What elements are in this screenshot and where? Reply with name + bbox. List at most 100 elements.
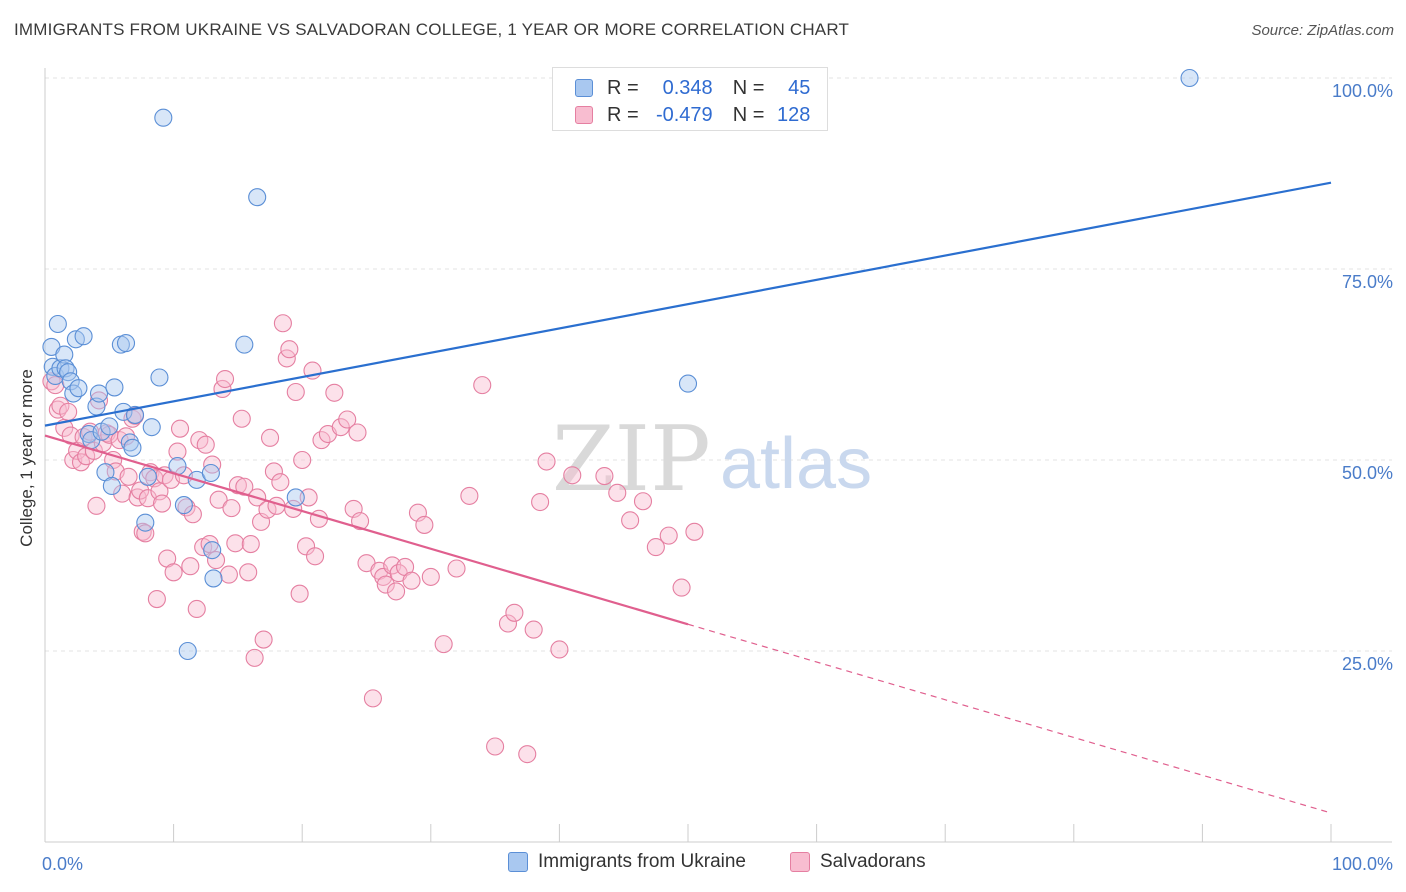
ukraine-point [89,384,109,403]
salvadoran-point [245,648,264,667]
salvadoran-point [196,435,215,454]
salvadoran-point [168,442,187,461]
ukraine-point [123,438,142,457]
legend-n-label: N = [732,103,765,126]
salvadoran-point [415,515,434,534]
salvadoran-point [486,737,505,756]
salvadoran-point [498,614,518,633]
salvadoran-point [633,492,653,511]
legend-r-label: R = [607,103,639,126]
salvadoran-point [685,522,704,541]
salvadoran-point [152,494,172,513]
salvadoran-point [447,559,466,578]
salvadoran-point [113,484,132,503]
y-tick-label: 100.0% [1332,81,1393,101]
ukraine-point [235,335,254,354]
salvadoran-point [299,488,318,507]
salvadoran-point [177,498,196,517]
salvadoran-point [338,410,357,429]
ukraine-point [102,476,121,496]
salvadoran-point [128,488,147,507]
salvadoran-point [531,492,550,512]
salvadoran-point [235,477,254,496]
ukraine-trend-line [44,181,1332,427]
legend-item-salvadorans[interactable]: Salvadorans [790,851,926,873]
salvadoran-point [460,486,479,505]
salvadoran-point [241,534,260,554]
salvadoran-point [659,526,678,545]
salvadoran-point [222,499,241,518]
legend-item-ukraine[interactable]: Immigrants from Ukraine [508,851,746,873]
salvadoran-point [621,511,640,530]
salvadoran-point [351,512,370,531]
legend-row-ukraine: R = 0.348 N = 45 [553,74,810,102]
salvadoran-point [286,382,305,402]
salvadoran-point [119,467,138,486]
ukraine-point [150,368,169,387]
ukraine-point [174,496,193,515]
legend-swatch-salvadorans [575,106,593,124]
salvadoran-point [646,538,665,557]
legend-label-salvadorans: Salvadorans [820,851,926,872]
legend-n-value: 45 [788,76,811,99]
ukraine-point [204,569,223,588]
series-ukraine-points [42,68,1199,661]
salvadoran-point [297,537,316,556]
salvadoran-point [232,409,251,428]
salvadoran-point [290,584,309,603]
salvadoran-point [550,640,569,659]
salvadoran-point [348,423,367,442]
ukraine-point [1180,68,1199,88]
salvadoran-point [164,563,183,582]
grid-lines [45,77,1392,652]
ukraine-point [74,327,93,346]
salvadoran-point [306,547,325,566]
salvadoran-point [228,476,247,495]
legend-n-label: N = [732,76,765,99]
axis-ticks: 25.0% 50.0% 75.0% 100.0% 0.0% 100.0% [42,81,1393,874]
legend-r-label: R = [607,76,639,99]
salvadoran-point [239,563,258,582]
ukraine-point [201,463,220,483]
salvadoran-point [209,490,228,509]
salvadoran-trend-line [44,434,689,626]
y-axis-label: College, 1 year or more [17,369,36,547]
salvadoran-point [215,369,235,389]
x-tick-label: 0.0% [42,854,83,874]
salvadoran-point [518,745,537,764]
ukraine-point [154,108,173,127]
ukraine-point [138,467,157,486]
y-tick-label: 50.0% [1342,463,1393,483]
ukraine-point [125,405,145,424]
legend-label-ukraine: Immigrants from Ukraine [538,851,746,872]
salvadoran-point [254,630,273,649]
ukraine-point [178,641,197,661]
salvadoran-point [264,462,283,481]
ukraine-point [678,374,698,393]
series-salvadorans-points [42,314,704,764]
correlation-legend: R = 0.348 N = 45 R = -0.479 N = 128 [552,67,828,131]
salvadoran-point [524,620,543,639]
salvadoran-point [473,376,492,395]
ukraine-point [116,334,136,353]
ukraine-point [248,188,267,207]
salvadoran-point [59,402,78,421]
ukraine-point [55,345,74,364]
source-label: Source: ZipAtlas.com [1251,22,1394,39]
salvadoran-point [170,419,190,438]
salvadoran-point [363,689,382,708]
salvadoran-point [672,578,691,597]
salvadoran-point [260,428,280,447]
axes [44,68,1392,843]
ukraine-point [64,384,83,403]
salvadoran-point [537,452,556,471]
watermark-zip: ZIP [552,407,711,512]
ukraine-point [142,418,161,437]
salvadoran-point [387,582,406,601]
salvadoran-point [608,483,627,502]
salvadoran-point [46,376,65,395]
series-legend: Immigrants from Ukraine Salvadorans [0,851,1406,879]
ukraine-point [48,314,67,334]
ukraine-point [136,513,155,532]
